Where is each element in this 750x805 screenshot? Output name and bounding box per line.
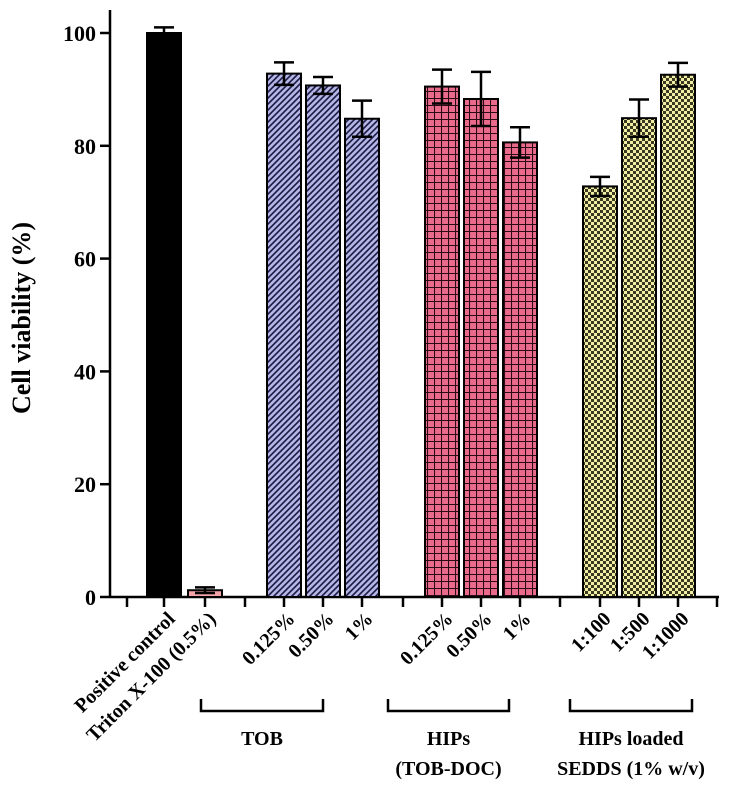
error-bar: [352, 99, 372, 139]
x-axis: [110, 595, 719, 607]
y-tick-label: 20: [74, 472, 96, 497]
bar-series: [146, 32, 696, 599]
error-bar: [154, 26, 174, 40]
bar: [146, 32, 182, 598]
y-axis-title: Cell viability (%): [7, 222, 36, 414]
y-tick-label: 60: [74, 247, 96, 272]
x-category-label: 1:100: [567, 608, 616, 657]
error-bar: [274, 61, 294, 87]
group-label: (TOB-DOC): [395, 758, 501, 780]
error-bar: [471, 70, 491, 128]
y-tick-label: 0: [85, 585, 96, 610]
group-bracket: [386, 699, 511, 713]
error-bars: [154, 26, 688, 595]
error-bar: [313, 75, 333, 96]
bar: [344, 117, 380, 598]
bar: [266, 72, 302, 599]
bar: [305, 84, 341, 599]
x-category-label: 0.125%: [238, 608, 300, 670]
group-label: TOB: [241, 728, 283, 750]
error-bar: [668, 61, 688, 88]
x-category-label: 1%: [499, 608, 536, 645]
x-category-label: 0.50%: [284, 608, 338, 662]
bar: [463, 97, 499, 598]
x-category-label: 0.50%: [442, 608, 496, 662]
group-brackets: TOB HIPs (TOB-DOC) HIPs loaded SEDDS (1% w/v…: [199, 699, 705, 780]
error-bar: [510, 125, 530, 159]
bar: [621, 117, 657, 598]
bar: [424, 85, 460, 599]
group-bracket: [568, 699, 694, 713]
y-tick-label: 100: [63, 21, 96, 46]
group-label: HIPs loaded: [578, 728, 683, 750]
x-category-label: 1%: [341, 608, 378, 645]
error-bar: [195, 586, 215, 595]
group-label: SEDDS (1% w/v): [557, 758, 705, 780]
group-label: HIPs: [427, 728, 471, 750]
error-bar: [590, 175, 610, 198]
x-category-label: 0.125%: [396, 608, 458, 670]
error-bar: [629, 98, 649, 139]
bar: [660, 73, 696, 598]
group-bracket: [199, 699, 325, 713]
error-bar: [432, 68, 452, 105]
y-axis: 0 20 40 60 80 100: [63, 10, 112, 610]
y-tick-label: 80: [74, 134, 96, 159]
bar: [582, 185, 618, 599]
bar: [502, 141, 538, 599]
y-tick-label: 40: [74, 359, 96, 384]
